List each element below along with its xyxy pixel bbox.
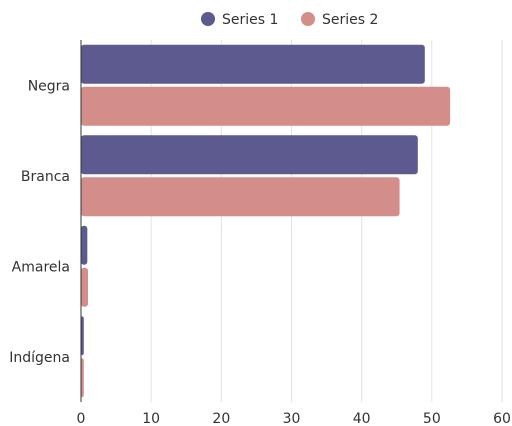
category-label: Amarela <box>12 259 70 275</box>
legend-marker-series-1 <box>201 12 215 26</box>
bars <box>81 44 451 398</box>
bar-branca-series-1 <box>81 135 418 175</box>
x-tick-labels: 0 10 20 30 40 50 60 <box>77 411 511 426</box>
bar-amarela-series-2 <box>81 267 89 307</box>
x-tick-label: 30 <box>283 411 301 426</box>
legend-label-series-1: Series 1 <box>222 12 278 28</box>
bar-indígena-series-1 <box>81 316 84 356</box>
x-tick-label: 40 <box>353 411 371 426</box>
x-tick-label: 20 <box>212 411 230 426</box>
category-label: Negra <box>28 78 70 94</box>
bar-branca-series-2 <box>81 177 400 217</box>
bar-indígena-series-2 <box>81 358 84 398</box>
legend-label-series-2: Series 2 <box>322 12 378 28</box>
legend-marker-series-2 <box>301 12 315 26</box>
bar-negra-series-1 <box>81 44 425 84</box>
bar-negra-series-2 <box>81 86 451 126</box>
category-labels: Negra Branca Amarela Indígena <box>9 78 70 366</box>
x-tick-label: 10 <box>142 411 160 426</box>
category-label: Indígena <box>9 350 70 366</box>
x-tick-label: 60 <box>493 411 511 426</box>
bar-amarela-series-1 <box>81 225 88 265</box>
x-tick-label: 50 <box>423 411 441 426</box>
category-label: Branca <box>21 169 70 185</box>
x-tick-label: 0 <box>77 411 86 426</box>
legend: Series 1 Series 2 <box>201 12 378 28</box>
